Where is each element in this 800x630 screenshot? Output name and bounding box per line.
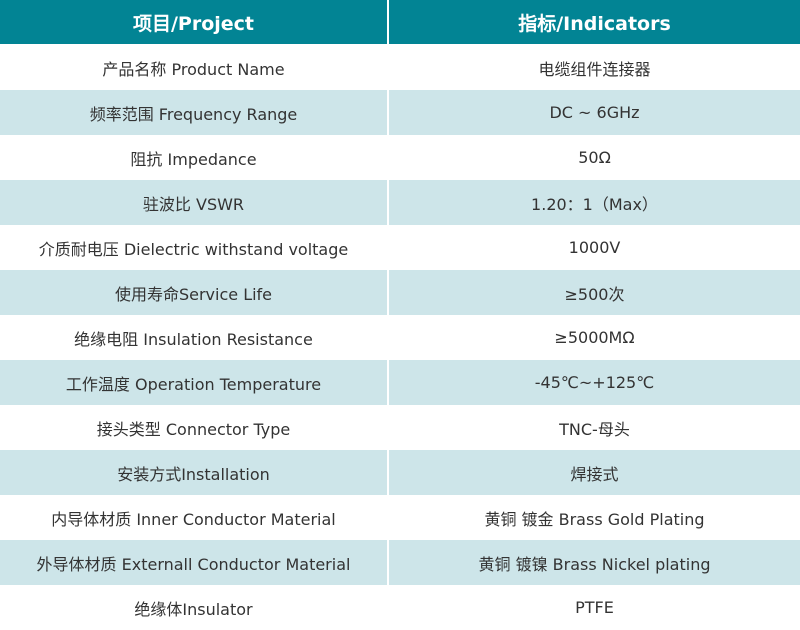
project-cell: 产品名称 Product Name <box>0 45 389 90</box>
table-row: 外导体材质 Externall Conductor Material 黄铜 镀镍 … <box>0 540 800 585</box>
project-cell: 绝缘体Insulator <box>0 585 389 630</box>
indicator-cell: PTFE <box>575 598 614 617</box>
table-row: 阻抗 Impedance 50Ω <box>0 135 800 180</box>
indicator-cell: DC ~ 6GHz <box>389 90 800 135</box>
project-cell: 频率范围 Frequency Range <box>0 90 389 135</box>
indicator-cell: -45℃~+125℃ <box>389 360 800 405</box>
table-row: 介质耐电压 Dielectric withstand voltage 1000V <box>0 225 800 270</box>
project-cell: 绝缘电阻 Insulation Resistance <box>0 315 389 360</box>
header-row: 项目/Project 指标/Indicators <box>0 0 800 45</box>
project-cell: 阻抗 Impedance <box>0 135 389 180</box>
project-cell: 使用寿命Service Life <box>0 270 389 315</box>
table-row: 安装方式Installation 焊接式 <box>0 450 800 495</box>
indicator-cell: 焊接式 <box>389 450 800 495</box>
indicator-cell: 电缆组件连接器 <box>538 59 651 79</box>
table-row: 接头类型 Connector Type TNC-母头 <box>0 405 800 450</box>
table-row: 产品名称 Product Name 电缆组件连接器 <box>0 45 800 90</box>
project-cell: 接头类型 Connector Type <box>0 405 389 450</box>
table-row: 驻波比 VSWR 1.20：1（Max） <box>0 180 800 225</box>
indicator-cell: ≥500次 <box>389 270 800 315</box>
table-row: 工作温度 Operation Temperature -45℃~+125℃ <box>0 360 800 405</box>
header-project: 项目/Project <box>0 0 389 45</box>
indicator-cell: 黄铜 镀金 Brass Gold Plating <box>484 509 705 529</box>
table-row: 绝缘电阻 Insulation Resistance ≥5000MΩ <box>0 315 800 360</box>
indicator-cell: 黄铜 镀镍 Brass Nickel plating <box>389 540 800 585</box>
project-cell: 安装方式Installation <box>0 450 389 495</box>
indicator-cell: ≥5000MΩ <box>554 328 635 347</box>
table-row: 内导体材质 Inner Conductor Material 黄铜 镀金 Bras… <box>0 495 800 540</box>
indicator-cell: 50Ω <box>578 148 611 167</box>
table-row: 频率范围 Frequency Range DC ~ 6GHz <box>0 90 800 135</box>
indicator-cell: 1.20：1（Max） <box>389 180 800 225</box>
project-cell: 驻波比 VSWR <box>0 180 389 225</box>
table-row: 使用寿命Service Life ≥500次 <box>0 270 800 315</box>
project-cell: 工作温度 Operation Temperature <box>0 360 389 405</box>
header-indicators: 指标/Indicators <box>389 0 800 45</box>
table-row: 绝缘体Insulator PTFE <box>0 585 800 630</box>
project-cell: 介质耐电压 Dielectric withstand voltage <box>0 225 389 270</box>
indicator-cell: TNC-母头 <box>559 419 630 439</box>
project-cell: 内导体材质 Inner Conductor Material <box>0 495 389 540</box>
indicator-cell: 1000V <box>568 238 621 257</box>
project-cell: 外导体材质 Externall Conductor Material <box>0 540 389 585</box>
